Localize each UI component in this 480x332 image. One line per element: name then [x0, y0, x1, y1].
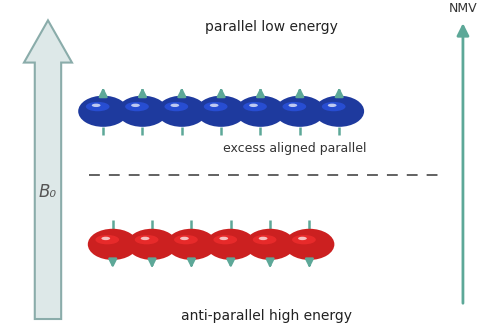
Ellipse shape [284, 229, 334, 260]
Ellipse shape [92, 104, 100, 107]
Ellipse shape [204, 102, 227, 111]
Ellipse shape [274, 96, 324, 127]
Ellipse shape [117, 96, 167, 127]
Ellipse shape [156, 96, 206, 127]
Ellipse shape [180, 237, 189, 240]
Ellipse shape [127, 229, 177, 260]
Ellipse shape [101, 237, 110, 240]
Ellipse shape [213, 235, 237, 244]
Ellipse shape [85, 102, 109, 111]
Ellipse shape [164, 102, 188, 111]
Ellipse shape [252, 235, 276, 244]
Ellipse shape [196, 96, 246, 127]
Ellipse shape [209, 104, 218, 107]
Ellipse shape [321, 102, 345, 111]
Ellipse shape [243, 102, 266, 111]
Ellipse shape [219, 237, 228, 240]
Ellipse shape [125, 102, 148, 111]
Ellipse shape [235, 96, 285, 127]
Ellipse shape [258, 237, 267, 240]
Ellipse shape [134, 235, 158, 244]
Ellipse shape [95, 235, 119, 244]
Text: parallel low energy: parallel low energy [204, 20, 337, 34]
Ellipse shape [249, 104, 257, 107]
Ellipse shape [170, 104, 179, 107]
Ellipse shape [166, 229, 216, 260]
Ellipse shape [141, 237, 149, 240]
Ellipse shape [313, 96, 363, 127]
Ellipse shape [288, 104, 297, 107]
Ellipse shape [282, 102, 306, 111]
Ellipse shape [131, 104, 140, 107]
Text: NMV: NMV [448, 2, 476, 15]
Text: anti-parallel high energy: anti-parallel high energy [180, 309, 351, 323]
Ellipse shape [298, 237, 306, 240]
Ellipse shape [174, 235, 197, 244]
Ellipse shape [205, 229, 255, 260]
Text: excess aligned parallel: excess aligned parallel [223, 142, 366, 155]
Ellipse shape [291, 235, 315, 244]
Ellipse shape [245, 229, 294, 260]
Ellipse shape [78, 96, 128, 127]
Ellipse shape [88, 229, 137, 260]
Polygon shape [24, 20, 72, 319]
Text: B₀: B₀ [39, 183, 57, 202]
Ellipse shape [327, 104, 336, 107]
